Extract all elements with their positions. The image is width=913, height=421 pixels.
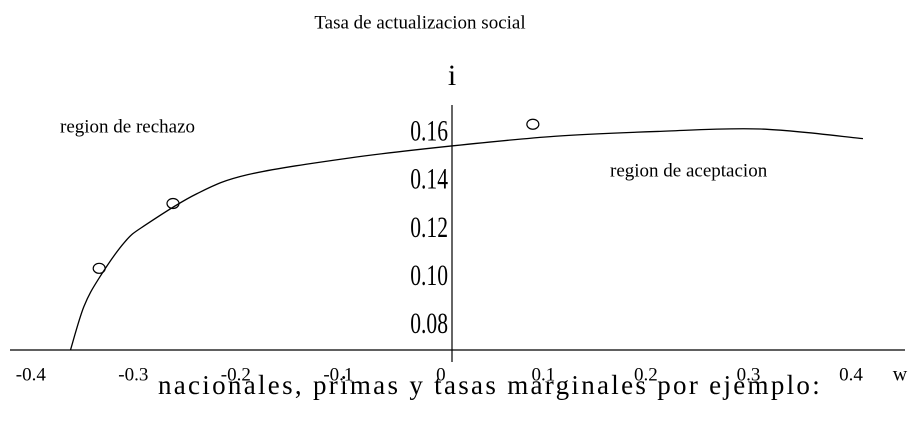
- marker: [526, 118, 540, 130]
- annotation: region de aceptacion: [610, 160, 768, 181]
- y-tick-label: 0.14: [410, 162, 448, 195]
- x-axis-label: w: [893, 364, 908, 386]
- x-tick-label: -0.2: [221, 364, 251, 385]
- y-tick-label: 0.10: [410, 258, 448, 291]
- chart-title: Tasa de actualizacion social: [314, 12, 525, 33]
- x-tick-label: -0.1: [323, 364, 353, 385]
- annotation: region de rechazo: [60, 116, 195, 137]
- x-tick-label: -0.3: [118, 364, 148, 385]
- caption: nacionales, primas y tasas marginales po…: [158, 370, 822, 400]
- x-tick-label: 0.1: [532, 364, 556, 385]
- x-tick-label: 0.2: [634, 364, 658, 385]
- marker: [92, 262, 106, 274]
- x-tick-label: 0.4: [839, 364, 863, 385]
- y-axis-label: i: [448, 59, 456, 92]
- x-tick-label: 0: [436, 364, 446, 385]
- y-tick-label: 0.16: [410, 114, 448, 147]
- y-tick-label: 0.12: [410, 210, 448, 243]
- y-tick-label: 0.08: [410, 306, 448, 339]
- x-tick-label: -0.4: [16, 364, 47, 385]
- marker: [166, 197, 180, 210]
- x-tick-label: 0.3: [737, 364, 761, 385]
